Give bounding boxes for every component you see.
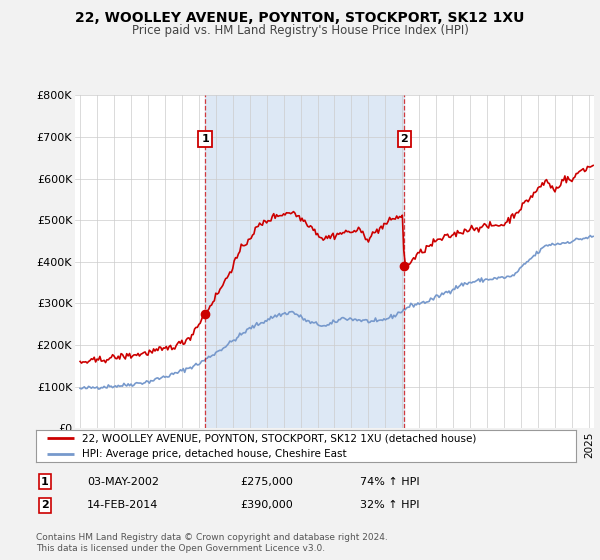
Text: 32% ↑ HPI: 32% ↑ HPI	[360, 500, 419, 510]
Text: 14-FEB-2014: 14-FEB-2014	[87, 500, 158, 510]
Text: £390,000: £390,000	[240, 500, 293, 510]
Bar	[205, 95, 404, 428]
Text: 1: 1	[41, 477, 49, 487]
Text: Price paid vs. HM Land Registry's House Price Index (HPI): Price paid vs. HM Land Registry's House …	[131, 24, 469, 36]
Text: 2: 2	[41, 500, 49, 510]
Text: £275,000: £275,000	[240, 477, 293, 487]
Text: 03-MAY-2002: 03-MAY-2002	[87, 477, 159, 487]
Text: 22, WOOLLEY AVENUE, POYNTON, STOCKPORT, SK12 1XU: 22, WOOLLEY AVENUE, POYNTON, STOCKPORT, …	[76, 11, 524, 25]
Text: 1: 1	[201, 134, 209, 144]
Text: HPI: Average price, detached house, Cheshire East: HPI: Average price, detached house, Ches…	[82, 449, 347, 459]
Text: 74% ↑ HPI: 74% ↑ HPI	[360, 477, 419, 487]
Text: Contains HM Land Registry data © Crown copyright and database right 2024.
This d: Contains HM Land Registry data © Crown c…	[36, 533, 388, 553]
Text: 2: 2	[401, 134, 408, 144]
Text: 22, WOOLLEY AVENUE, POYNTON, STOCKPORT, SK12 1XU (detached house): 22, WOOLLEY AVENUE, POYNTON, STOCKPORT, …	[82, 433, 476, 444]
